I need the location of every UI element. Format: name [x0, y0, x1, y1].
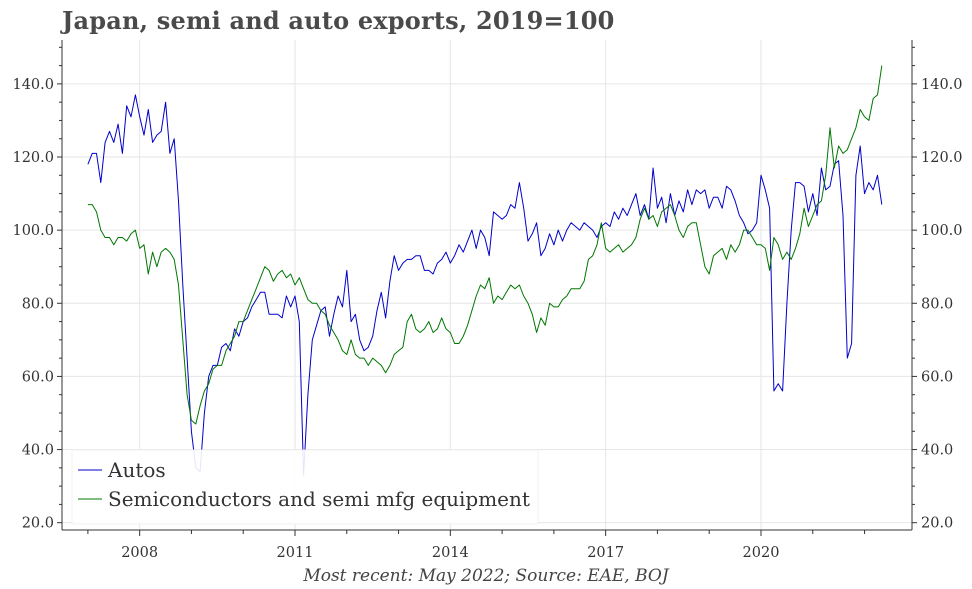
legend-label: Autos [107, 458, 166, 482]
y-tick-label-left: 20.0 [22, 516, 54, 532]
source-note: Most recent: May 2022; Source: EAE, BOJ [303, 566, 669, 586]
y-tick-label-left: 100.0 [12, 223, 54, 239]
y-tick-label-right: 40.0 [921, 443, 953, 459]
x-tick-label: 2011 [277, 545, 314, 561]
y-tick-label-right: 100.0 [921, 223, 963, 239]
y-tick-label-left: 140.0 [12, 77, 54, 93]
x-tick-label: 2008 [121, 545, 158, 561]
axes: 20.0 20.0 40.0 40.0 60.0 60.0 80.0 80.0 100.0 100… [12, 40, 963, 561]
line-chart: 20.0 20.0 40.0 40.0 60.0 60.0 80.0 80.0 100.0 100… [12, 40, 963, 561]
chart-title: Japan, semi and auto exports, 2019=100 [62, 6, 615, 35]
y-tick-label-left: 80.0 [22, 296, 54, 312]
series-line-semiconductors [87, 65, 883, 425]
x-tick-label: 2014 [432, 545, 469, 561]
legend-label: Semiconductors and semi mfg equipment [108, 487, 530, 511]
y-tick-label-right: 80.0 [921, 296, 953, 312]
x-tick-label: 2017 [587, 545, 624, 561]
plot-area [62, 40, 912, 530]
gridlines [62, 40, 912, 530]
y-tick-label-left: 60.0 [22, 369, 54, 385]
legend-box [71, 449, 539, 525]
series-lines [87, 65, 883, 476]
x-tick-label: 2020 [743, 545, 780, 561]
y-tick-label-right: 20.0 [921, 516, 953, 532]
y-tick-label-left: 120.0 [12, 150, 54, 166]
legend: Autos Semiconductors and semi mfg equipme… [71, 449, 539, 525]
y-tick-label-right: 120.0 [921, 150, 963, 166]
y-tick-label-left: 40.0 [22, 443, 54, 459]
y-tick-label-right: 60.0 [921, 369, 953, 385]
y-tick-label-right: 140.0 [921, 77, 963, 93]
